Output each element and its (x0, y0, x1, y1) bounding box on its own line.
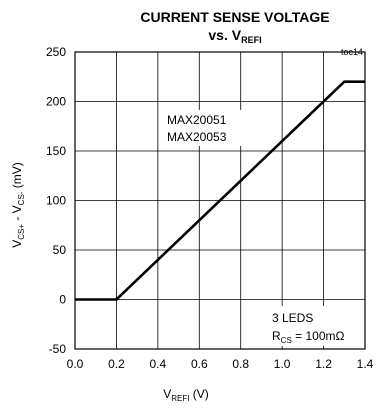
part-annotation-2: MAX20053 (167, 130, 227, 144)
x-tick-label: 1.0 (274, 357, 291, 371)
condition-annotation-2: RCS = 100mΩ (272, 329, 344, 345)
y-tick-label: 150 (46, 144, 66, 158)
x-tick-label: 0.8 (232, 357, 249, 371)
condition-annotation-1: 3 LEDS (272, 311, 313, 325)
y-tick-label: 250 (46, 45, 66, 59)
x-tick-label: 0.6 (191, 357, 208, 371)
x-tick-label: 0.4 (150, 357, 167, 371)
y-tick-label: -50 (49, 342, 67, 356)
y-tick-label: 100 (46, 194, 66, 208)
condition-annotation-bg (266, 306, 362, 346)
grid (74, 51, 366, 350)
part-annotation-1: MAX20051 (167, 113, 227, 127)
tick-labels: 0.0 0.2 0.4 0.6 0.8 1.0 1.2 1.4 -50 0 50 100 150 200 2… (46, 45, 374, 371)
chart-title-line1: CURRENT SENSE VOLTAGE (140, 9, 329, 25)
x-axis-label: VREFI (V) (163, 387, 209, 403)
plot-frame (74, 51, 366, 350)
y-tick-label: 200 (46, 95, 66, 109)
x-tick-label: 1.4 (357, 357, 374, 371)
y-tick-label: 50 (53, 243, 67, 257)
part-annotation-bg (165, 110, 245, 146)
chart-title-line2: vs. VREFI (208, 27, 261, 45)
x-tick-label: 1.2 (315, 357, 332, 371)
series (75, 80, 365, 301)
y-axis-label: VCS+ - VCS- (mV) (10, 162, 26, 248)
y-tick-label: 0 (59, 293, 66, 307)
x-tick-label: 0.2 (108, 357, 125, 371)
x-tick-label: 0.0 (67, 357, 84, 371)
series-line (75, 80, 365, 301)
